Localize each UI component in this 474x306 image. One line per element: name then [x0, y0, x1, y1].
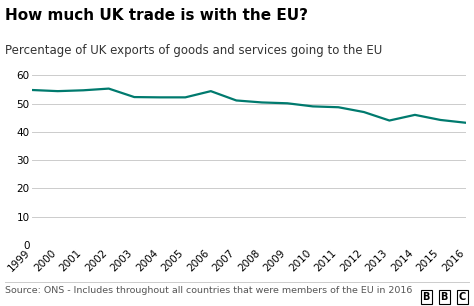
Text: Percentage of UK exports of goods and services going to the EU: Percentage of UK exports of goods and se…	[5, 44, 382, 57]
Text: B: B	[422, 292, 430, 302]
Text: Source: ONS - Includes throughout all countries that were members of the EU in 2: Source: ONS - Includes throughout all co…	[5, 286, 412, 295]
Text: How much UK trade is with the EU?: How much UK trade is with the EU?	[5, 8, 308, 23]
Text: B: B	[440, 292, 448, 302]
Text: C: C	[458, 292, 466, 302]
